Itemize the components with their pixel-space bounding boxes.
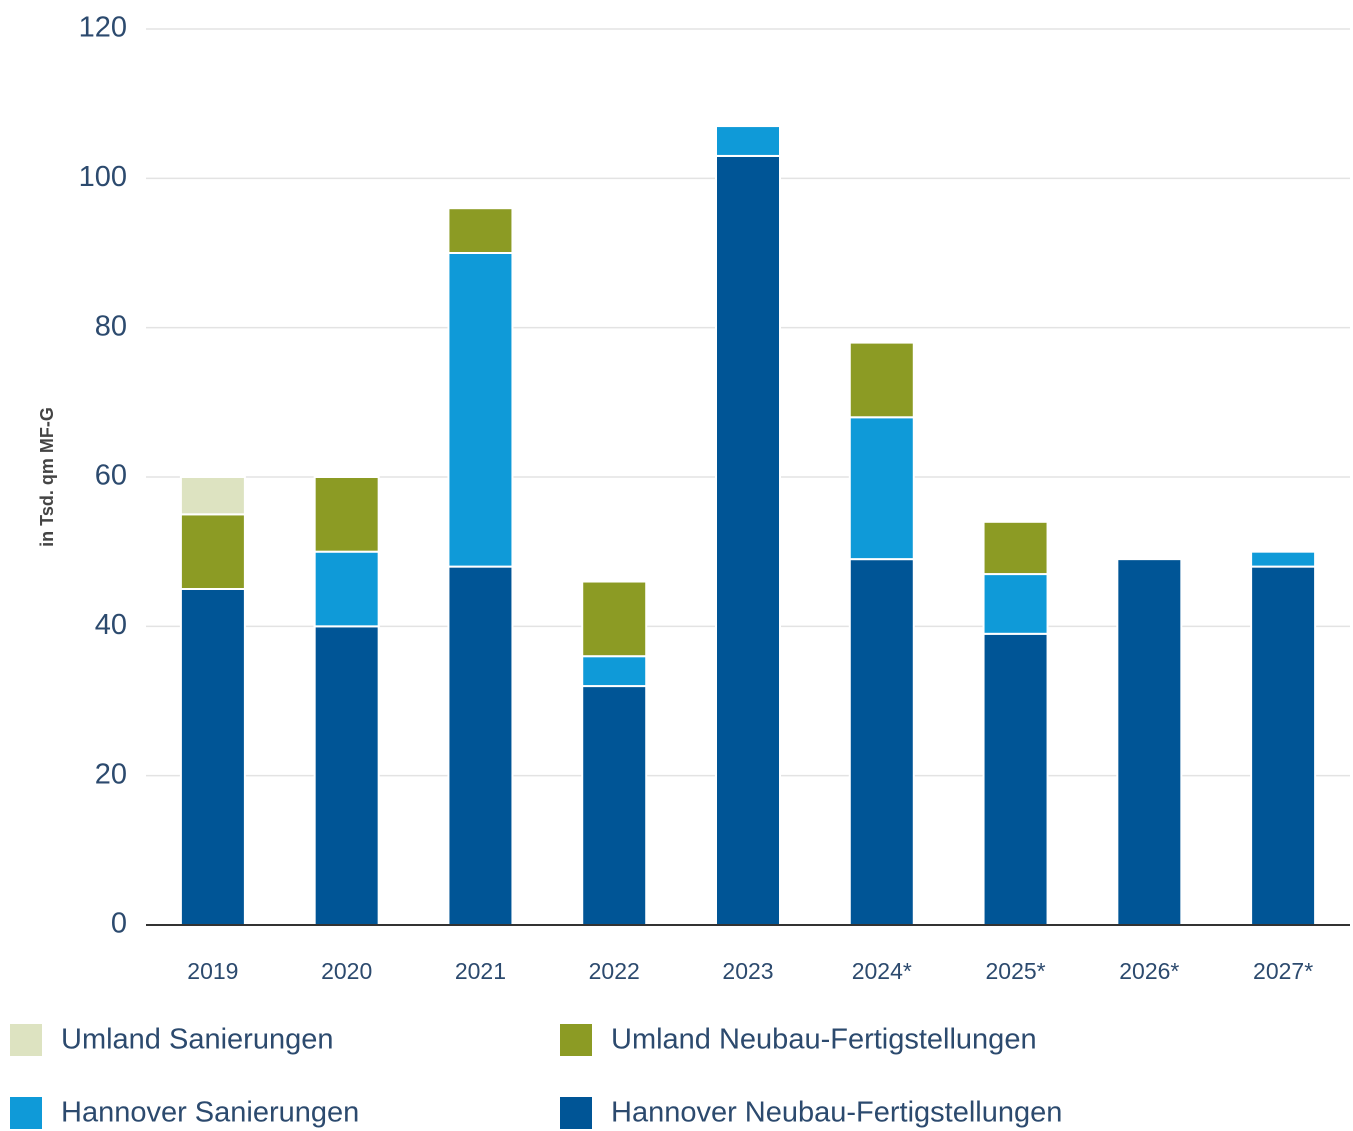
legend-label: Hannover Neubau-Fertigstellungen bbox=[611, 1097, 1062, 1129]
y-tick-label: 100 bbox=[79, 161, 127, 193]
bar-segment bbox=[982, 520, 1049, 576]
y-tick-label: 0 bbox=[111, 908, 127, 940]
x-tick-label: 2023 bbox=[722, 958, 773, 984]
bar-segment bbox=[313, 625, 380, 926]
x-tick-label: 2025* bbox=[985, 958, 1045, 984]
legend-label: Umland Sanierungen bbox=[61, 1024, 333, 1056]
bar-segment bbox=[447, 252, 514, 568]
bar-segment bbox=[581, 685, 648, 926]
bar-segment bbox=[715, 125, 781, 157]
bar-segment bbox=[179, 476, 246, 516]
bar-segment bbox=[313, 476, 380, 553]
bar-segment bbox=[1116, 558, 1183, 927]
y-tick-label: 120 bbox=[79, 12, 127, 44]
x-tick-label: 2026* bbox=[1119, 958, 1179, 984]
y-tick-label: 40 bbox=[95, 609, 127, 641]
bar-segment bbox=[848, 416, 915, 561]
bar-segment bbox=[1250, 550, 1317, 568]
bar-segment bbox=[1250, 565, 1317, 926]
bar-segment bbox=[982, 632, 1049, 926]
bar-segment bbox=[982, 573, 1049, 635]
legend-label: Hannover Sanierungen bbox=[61, 1097, 359, 1129]
legend-swatch bbox=[560, 1097, 592, 1129]
x-tick-label: 2027* bbox=[1253, 958, 1313, 984]
legend-label: Umland Neubau-Fertigstellungen bbox=[611, 1024, 1037, 1056]
bar-segment bbox=[313, 550, 380, 628]
y-tick-label: 20 bbox=[95, 758, 127, 790]
legend-swatch bbox=[10, 1097, 42, 1129]
bar-segment bbox=[848, 341, 915, 419]
bar-segment bbox=[447, 207, 514, 254]
legend-swatch bbox=[560, 1024, 592, 1056]
legend-swatch bbox=[10, 1024, 42, 1056]
bar-segment bbox=[581, 655, 648, 688]
bar-segment bbox=[848, 558, 915, 927]
x-tick-label: 2022 bbox=[589, 958, 640, 984]
bar-segment bbox=[715, 154, 781, 926]
bar-segment bbox=[179, 513, 246, 590]
x-tick-label: 2019 bbox=[187, 958, 238, 984]
bar-segment bbox=[447, 565, 514, 926]
bar-segment bbox=[179, 588, 246, 926]
x-tick-label: 2024* bbox=[852, 958, 912, 984]
y-tick-label: 80 bbox=[95, 310, 127, 342]
y-tick-label: 60 bbox=[95, 460, 127, 492]
bar-segment bbox=[581, 580, 648, 658]
x-tick-label: 2020 bbox=[321, 958, 372, 984]
y-axis-label: in Tsd. qm MF-G bbox=[37, 407, 57, 547]
x-tick-label: 2021 bbox=[455, 958, 506, 984]
